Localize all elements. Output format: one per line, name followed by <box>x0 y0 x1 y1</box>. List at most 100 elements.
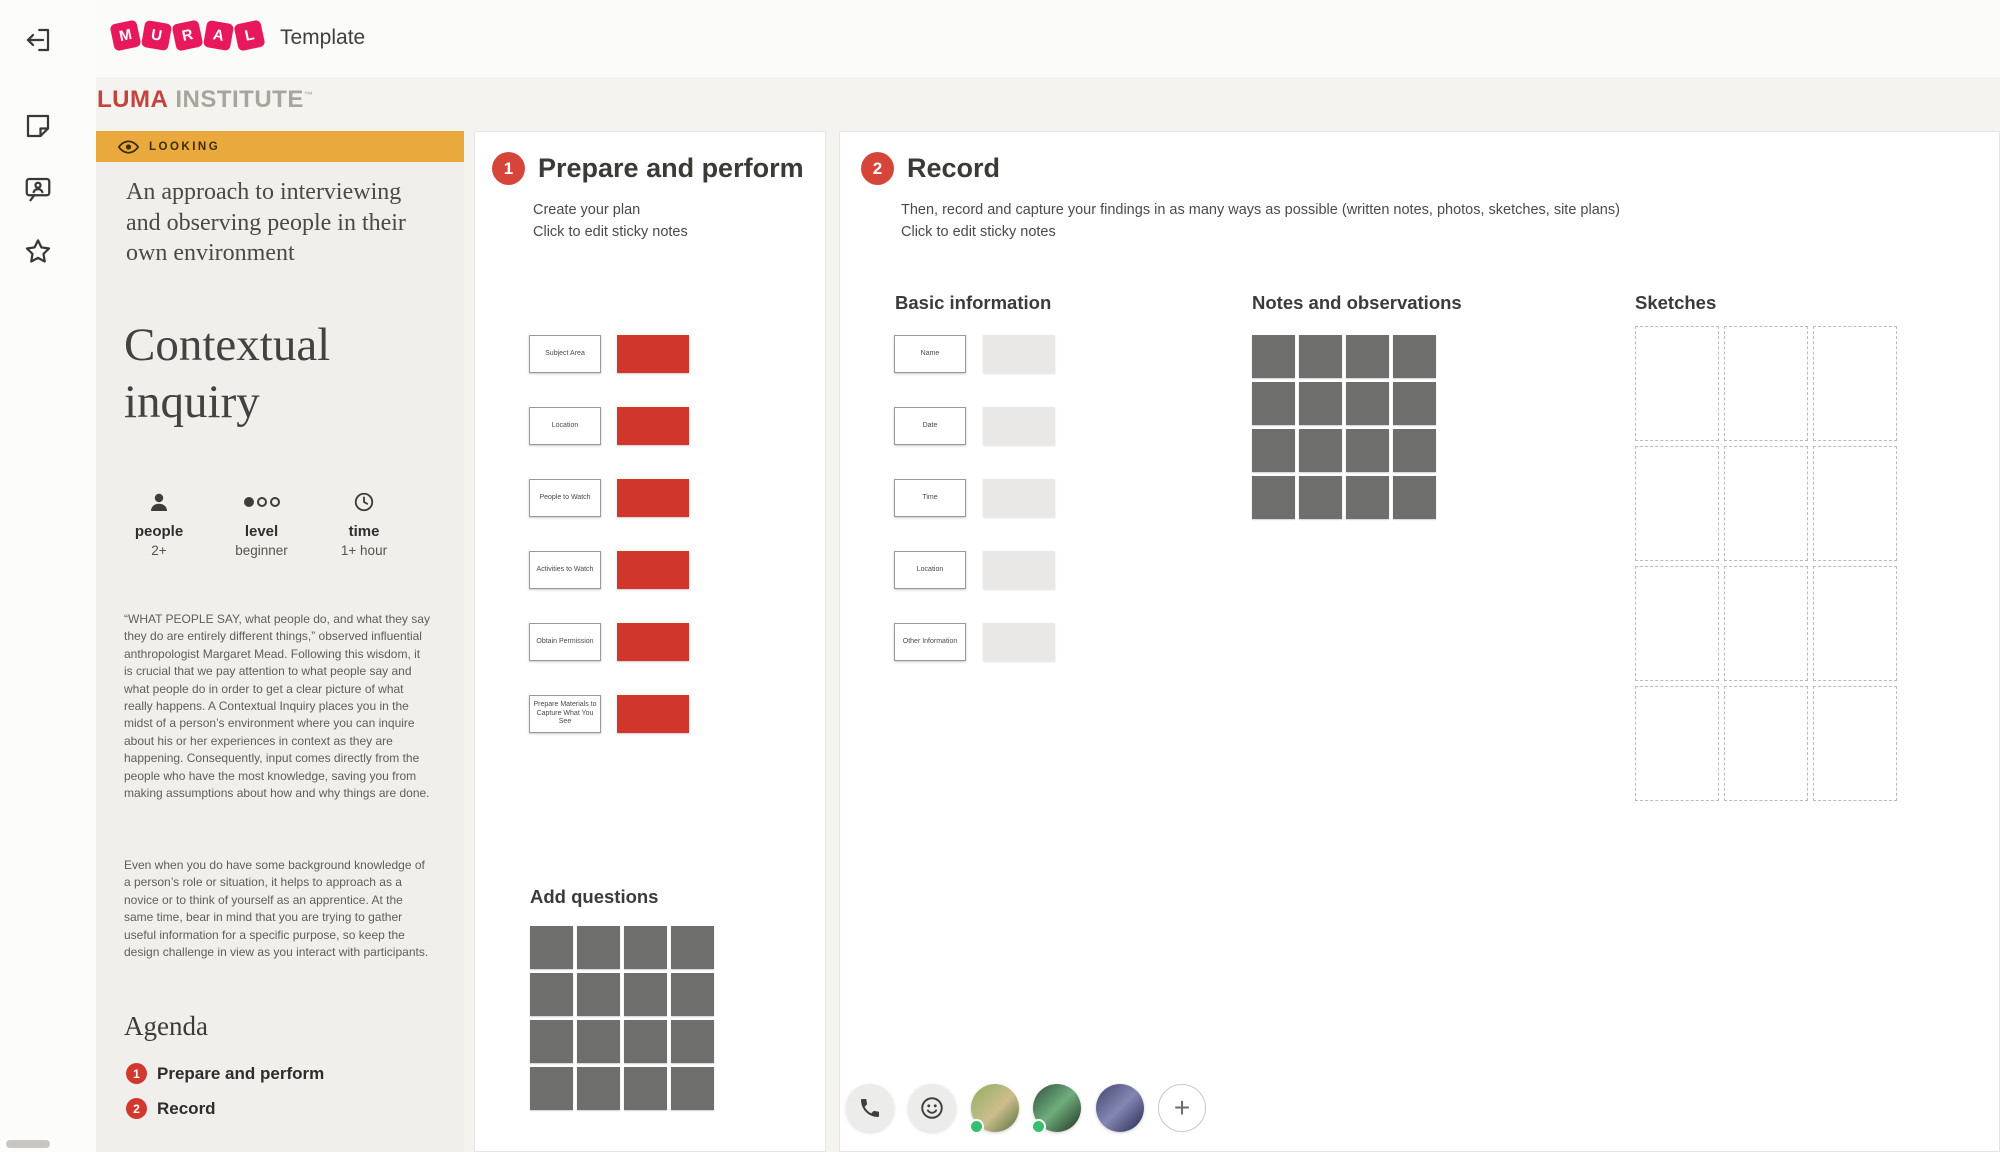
scrollbar-thumb[interactable] <box>6 1140 50 1148</box>
sticky-note-light[interactable] <box>983 551 1055 589</box>
plus-icon: + <box>1173 1092 1191 1123</box>
online-badge <box>1031 1119 1046 1134</box>
sticky-note-gray[interactable] <box>1299 429 1342 472</box>
sketch-placeholder[interactable] <box>1724 686 1808 801</box>
sticky-note-gray[interactable] <box>1252 476 1295 519</box>
sticky-note-light[interactable] <box>983 623 1055 661</box>
level-icon <box>214 489 309 515</box>
agenda-title: Agenda <box>124 1011 208 1041</box>
section-number-badge: 1 <box>492 152 525 185</box>
add-collaborator-button[interactable]: + <box>1158 1084 1206 1132</box>
meta-people-value: 2+ <box>151 543 167 558</box>
sticky-note-gray[interactable] <box>624 1020 667 1063</box>
call-button[interactable] <box>846 1084 894 1132</box>
sticky-note-gray[interactable] <box>1346 335 1389 378</box>
reactions-button[interactable] <box>908 1084 956 1132</box>
sketch-placeholder[interactable] <box>1635 686 1719 801</box>
sticky-note-gray[interactable] <box>530 1067 573 1110</box>
sticky-note-label[interactable]: Subject Area <box>529 335 601 373</box>
sticky-note-gray[interactable] <box>671 1020 714 1063</box>
sticky-note-label[interactable]: Obtain Permission <box>529 623 601 661</box>
favorites-button[interactable] <box>20 233 56 269</box>
plan-row: Prepare Materials to Capture What You Se… <box>529 695 729 733</box>
sticky-note-label[interactable]: Location <box>529 407 601 445</box>
sticky-note-gray[interactable] <box>577 973 620 1016</box>
sticky-note-light[interactable] <box>983 479 1055 517</box>
sticky-note-label[interactable]: Other Information <box>894 623 966 661</box>
sticky-note-gray[interactable] <box>1393 429 1436 472</box>
sketch-placeholder[interactable] <box>1813 326 1897 441</box>
collaborator-avatar[interactable] <box>1096 1084 1144 1132</box>
plan-row: Subject Area <box>529 335 729 373</box>
sticky-note-red[interactable] <box>617 551 689 589</box>
sticky-note-label[interactable]: Time <box>894 479 966 517</box>
sketch-placeholder[interactable] <box>1635 566 1719 681</box>
sticky-note-gray[interactable] <box>577 1067 620 1110</box>
sticky-note-label[interactable]: Prepare Materials to Capture What You Se… <box>529 695 601 733</box>
sketch-placeholder[interactable] <box>1724 566 1808 681</box>
luma-brand-primary: LUMA <box>97 86 169 113</box>
sticky-note-gray[interactable] <box>671 1067 714 1110</box>
logo-tile: A <box>202 19 235 52</box>
sticky-note-gray[interactable] <box>1299 476 1342 519</box>
sticky-note-gray[interactable] <box>1346 429 1389 472</box>
top-bar <box>0 0 2000 77</box>
sketch-placeholder[interactable] <box>1724 326 1808 441</box>
collaborator-avatar[interactable] <box>969 1084 1019 1134</box>
sticky-note-gray[interactable] <box>1393 476 1436 519</box>
sticky-note-gray[interactable] <box>624 973 667 1016</box>
sticky-note-gray[interactable] <box>1393 382 1436 425</box>
sticky-note-gray[interactable] <box>577 926 620 969</box>
sketch-placeholder[interactable] <box>1724 446 1808 561</box>
sticky-note-gray[interactable] <box>1393 335 1436 378</box>
sticky-note-gray[interactable] <box>1252 382 1295 425</box>
sticky-note-gray[interactable] <box>1252 429 1295 472</box>
mural-logo[interactable]: M U R A L <box>109 19 266 52</box>
plan-row: Location <box>529 407 729 445</box>
sticky-note-light[interactable] <box>983 407 1055 445</box>
sticky-note-gray[interactable] <box>1346 382 1389 425</box>
agenda-number-badge: 1 <box>126 1063 147 1084</box>
sticky-note-label[interactable]: Name <box>894 335 966 373</box>
sticky-note-label[interactable]: Date <box>894 407 966 445</box>
sticky-note-gray[interactable] <box>577 1020 620 1063</box>
sticky-note-gray[interactable] <box>1299 382 1342 425</box>
sticky-note-red[interactable] <box>617 695 689 733</box>
sticky-note-gray[interactable] <box>1252 335 1295 378</box>
sketch-placeholder[interactable] <box>1813 446 1897 561</box>
sticky-note-gray[interactable] <box>671 973 714 1016</box>
sticky-note-gray[interactable] <box>624 926 667 969</box>
sticky-note-red[interactable] <box>617 623 689 661</box>
sticky-note-gray[interactable] <box>1299 335 1342 378</box>
sticky-note-label[interactable]: Activities to Watch <box>529 551 601 589</box>
sticky-note-gray[interactable] <box>671 926 714 969</box>
prepare-section-header: 1 Prepare and perform <box>492 152 804 185</box>
sketch-placeholder[interactable] <box>1635 326 1719 441</box>
level-dot-empty <box>256 497 267 507</box>
sketch-placeholder[interactable] <box>1813 566 1897 681</box>
agenda-number-badge: 2 <box>126 1098 147 1119</box>
sticky-note-gray[interactable] <box>530 926 573 969</box>
sticky-notes-button[interactable] <box>20 108 56 144</box>
sticky-note-gray[interactable] <box>1346 476 1389 519</box>
meta-people: people 2+ <box>114 489 204 558</box>
sticky-note-gray[interactable] <box>530 973 573 1016</box>
sketches-title: Sketches <box>1635 292 1717 313</box>
plan-row: People to Watch <box>529 479 729 517</box>
exit-button[interactable] <box>20 22 56 58</box>
sticky-note-label[interactable]: Location <box>894 551 966 589</box>
sticky-note-gray[interactable] <box>530 1020 573 1063</box>
sticky-note-red[interactable] <box>617 407 689 445</box>
sketch-placeholder[interactable] <box>1813 686 1897 801</box>
comments-button[interactable] <box>20 171 56 207</box>
sticky-note-red[interactable] <box>617 335 689 373</box>
sticky-note-red[interactable] <box>617 479 689 517</box>
basic-info-row: Other Information <box>894 623 1094 661</box>
sticky-note-label[interactable]: People to Watch <box>529 479 601 517</box>
sketch-placeholder[interactable] <box>1635 446 1719 561</box>
sticky-note-gray[interactable] <box>624 1067 667 1110</box>
collaborator-avatar[interactable] <box>1031 1084 1081 1134</box>
category-label: LOOKING <box>149 140 221 153</box>
basic-info-row: Location <box>894 551 1094 589</box>
sticky-note-light[interactable] <box>983 335 1055 373</box>
